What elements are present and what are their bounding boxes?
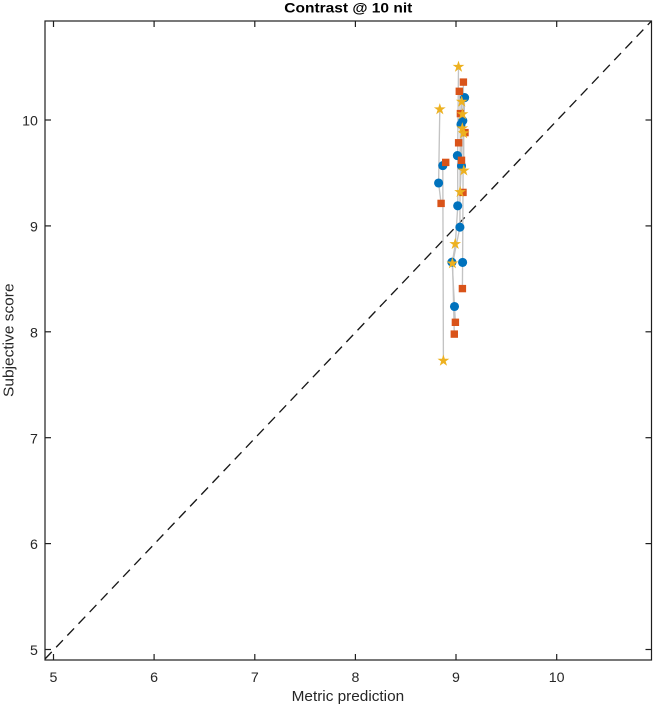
svg-text:10: 10 (22, 114, 38, 130)
svg-text:7: 7 (30, 431, 38, 447)
svg-text:6: 6 (30, 537, 38, 553)
svg-text:8: 8 (30, 325, 38, 341)
svg-text:7: 7 (251, 670, 259, 686)
svg-text:Contrast @ 10 nit: Contrast @ 10 nit (284, 0, 412, 15)
svg-text:5: 5 (30, 643, 38, 659)
svg-text:10: 10 (549, 670, 565, 686)
svg-text:6: 6 (150, 670, 158, 686)
svg-text:9: 9 (30, 220, 38, 236)
svg-text:9: 9 (452, 670, 460, 686)
svg-text:8: 8 (351, 670, 359, 686)
svg-text:Metric prediction: Metric prediction (292, 689, 405, 705)
svg-text:5: 5 (50, 670, 58, 686)
svg-text:Subjective score: Subjective score (1, 283, 17, 397)
